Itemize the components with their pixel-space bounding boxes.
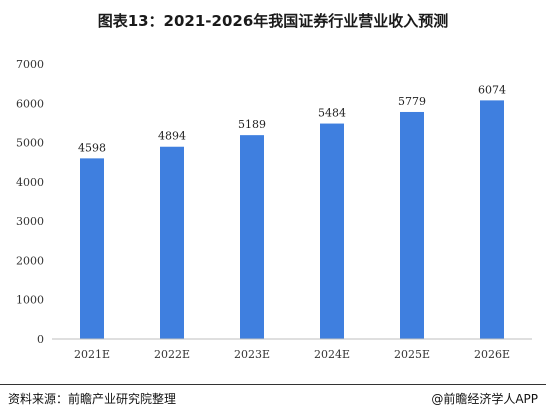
source-note: 资料来源：前瞻产业研究院整理 (8, 392, 177, 406)
x-axis: 2021E 2022E 2023E 2024E 2025E 2026E (52, 338, 532, 361)
x-tick-label: 2026E (474, 348, 510, 361)
y-axis: 0 1000 2000 3000 4000 5000 6000 7000 (16, 58, 44, 346)
y-tick-label: 7000 (16, 58, 44, 71)
bar-2023E (240, 135, 264, 339)
y-tick-label: 0 (37, 333, 44, 346)
x-tick-label: 2024E (314, 348, 350, 361)
bar-2025E (400, 111, 424, 339)
y-tick-label: 4000 (16, 176, 44, 189)
data-label: 5189 (238, 118, 266, 131)
y-tick-label: 3000 (16, 215, 44, 228)
bars: 4598 4894 5189 5484 5779 6074 (78, 83, 506, 339)
data-label: 5484 (318, 107, 346, 120)
data-label: 5779 (398, 95, 426, 108)
y-tick-label: 6000 (16, 97, 44, 110)
bar-2021E (80, 158, 104, 339)
bar-chart: 0 1000 2000 3000 4000 5000 6000 7000 4598 4894 51… (16, 58, 532, 361)
chart-title: 图表13：2021-2026年我国证券行业营业收入预测 (97, 12, 449, 30)
y-tick-label: 5000 (16, 137, 44, 150)
footer-divider (0, 384, 546, 385)
bar-2026E (480, 100, 504, 339)
y-tick-label: 1000 (16, 294, 44, 307)
x-tick-label: 2021E (74, 348, 110, 361)
bar-2024E (320, 123, 344, 339)
bar-2022E (160, 146, 184, 339)
y-tick-label: 2000 (16, 254, 44, 267)
x-tick-label: 2022E (154, 348, 190, 361)
brand-credit: @前瞻经济学人APP (431, 392, 538, 406)
x-tick-label: 2025E (394, 348, 430, 361)
x-tick-label: 2023E (234, 348, 270, 361)
data-label: 4598 (78, 141, 106, 154)
data-label: 6074 (478, 83, 506, 96)
data-label: 4894 (158, 130, 186, 143)
